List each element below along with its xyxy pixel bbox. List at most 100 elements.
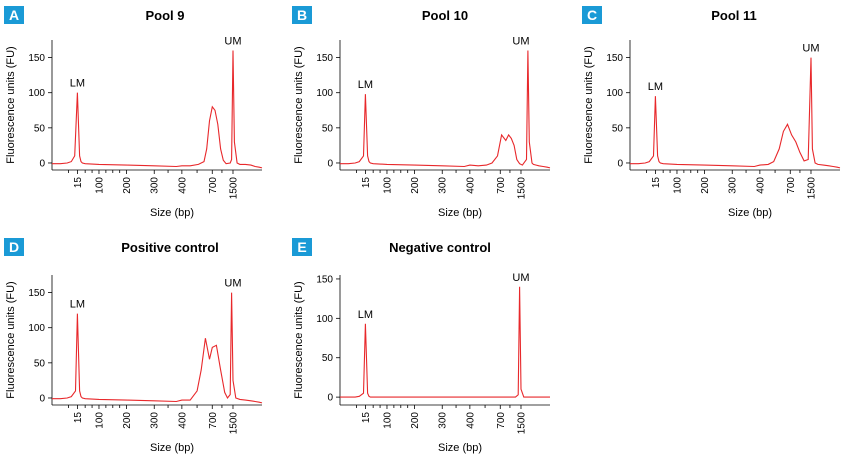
x-tick-label: 100 [382,177,393,194]
y-tick-label: 100 [606,88,623,99]
x-tick-label: 300 [438,412,449,429]
electropherogram-trace [630,57,841,169]
x-axis-label: Size (bp) [150,442,194,454]
lower-marker-label: LM [358,79,373,91]
y-axis-label: Fluorescence units (FU) [293,281,305,398]
x-tick-label: 300 [438,177,449,194]
y-axis-label: Fluorescence units (FU) [583,46,595,163]
x-tick-label: 300 [728,177,739,194]
x-axis-label: Size (bp) [438,207,482,219]
panel-badge [4,238,24,256]
panel-badge-letter: C [587,7,597,23]
y-tick-label: 50 [322,353,334,364]
panel-title: Pool 9 [145,8,184,23]
y-tick-label: 50 [34,123,46,134]
x-tick-label: 15 [651,177,662,189]
upper-marker-label: UM [512,36,529,48]
x-tick-label: 400 [465,177,476,194]
x-tick-label: 1500 [228,177,239,200]
x-axis-label: Size (bp) [728,207,772,219]
x-tick-label: 700 [208,412,219,429]
x-tick-label: 100 [672,177,683,194]
y-axis-label: Fluorescence units (FU) [293,46,305,163]
y-tick-label: 100 [316,314,333,325]
x-tick-label: 300 [150,177,161,194]
panel-a: A Pool 9 0 50 100 150 15 100 200 300 400 700 1500 Flu… [4,6,263,219]
electropherogram-trace [340,50,551,169]
x-tick-label: 200 [410,412,421,429]
y-tick-label: 0 [39,393,45,404]
x-tick-label: 15 [73,412,84,424]
x-tick-label: 400 [177,412,188,429]
x-tick-label: 15 [73,177,84,189]
y-tick-label: 150 [316,274,333,285]
y-tick-label: 100 [316,88,333,99]
panel-badge [582,6,602,24]
y-axis-label: Fluorescence units (FU) [5,281,17,398]
upper-marker-label: UM [512,272,529,284]
x-tick-label: 1500 [516,412,527,435]
x-tick-label: 200 [122,412,133,429]
panel-b: B Pool 10 0 50 100 150 15 100 200 300 400 700 1500 Fl… [292,6,551,219]
lower-marker-label: LM [648,81,663,93]
x-tick-label: 400 [177,177,188,194]
panel-badge [4,6,24,24]
x-tick-label: 700 [208,177,219,194]
y-tick-label: 50 [612,123,624,134]
y-tick-label: 150 [28,288,45,299]
panel-badge-letter: D [9,239,19,255]
panel-c: C Pool 11 0 50 100 150 15 100 200 300 400 700 1500 Fl… [582,6,841,219]
lower-marker-label: LM [70,78,85,90]
x-tick-label: 200 [410,177,421,194]
x-tick-label: 100 [382,412,393,429]
y-axis-label: Fluorescence units (FU) [5,46,17,163]
lower-marker-label: LM [70,299,85,311]
electropherogram-trace [52,50,263,169]
upper-marker-label: UM [224,36,241,48]
x-tick-label: 200 [700,177,711,194]
x-tick-label: 100 [94,412,105,429]
y-tick-label: 150 [28,53,45,64]
x-tick-label: 15 [361,177,372,189]
y-tick-label: 150 [606,53,623,64]
panel-title: Pool 11 [711,8,757,23]
x-tick-label: 15 [361,412,372,424]
y-tick-label: 0 [327,158,333,169]
x-tick-label: 700 [496,177,507,194]
x-tick-label: 200 [122,177,133,194]
x-tick-label: 1500 [516,177,527,200]
electropherogram-trace [52,292,263,404]
upper-marker-label: UM [802,43,819,55]
x-tick-label: 1500 [228,412,239,435]
electropherogram-trace [340,286,550,398]
x-tick-label: 100 [94,177,105,194]
x-tick-label: 1500 [806,177,817,200]
y-tick-label: 150 [316,53,333,64]
panel-badge-letter: E [297,239,306,255]
x-tick-label: 400 [755,177,766,194]
y-tick-label: 50 [322,123,334,134]
panel-title: Positive control [121,240,219,255]
y-tick-label: 0 [39,158,45,169]
x-tick-label: 300 [150,412,161,429]
panel-e: E Negative control 0 50 100 150 15 100 200 300 400… [292,238,550,454]
panel-badge-letter: B [297,7,307,23]
y-tick-label: 0 [327,393,333,404]
y-tick-label: 100 [28,323,45,334]
y-tick-label: 0 [617,158,623,169]
y-tick-label: 100 [28,88,45,99]
lower-marker-label: LM [358,309,373,321]
panel-title: Pool 10 [422,8,468,23]
panel-badge [292,238,312,256]
x-tick-label: 400 [465,412,476,429]
upper-marker-label: UM [224,278,241,290]
panel-badge-letter: A [9,7,19,23]
panel-badge [292,6,312,24]
y-tick-label: 50 [34,358,46,369]
panel-d: D Positive control 0 50 100 150 15 100 200 300 400… [4,238,263,454]
panel-title: Negative control [389,240,491,255]
x-tick-label: 700 [496,412,507,429]
x-axis-label: Size (bp) [150,207,194,219]
x-tick-label: 700 [786,177,797,194]
